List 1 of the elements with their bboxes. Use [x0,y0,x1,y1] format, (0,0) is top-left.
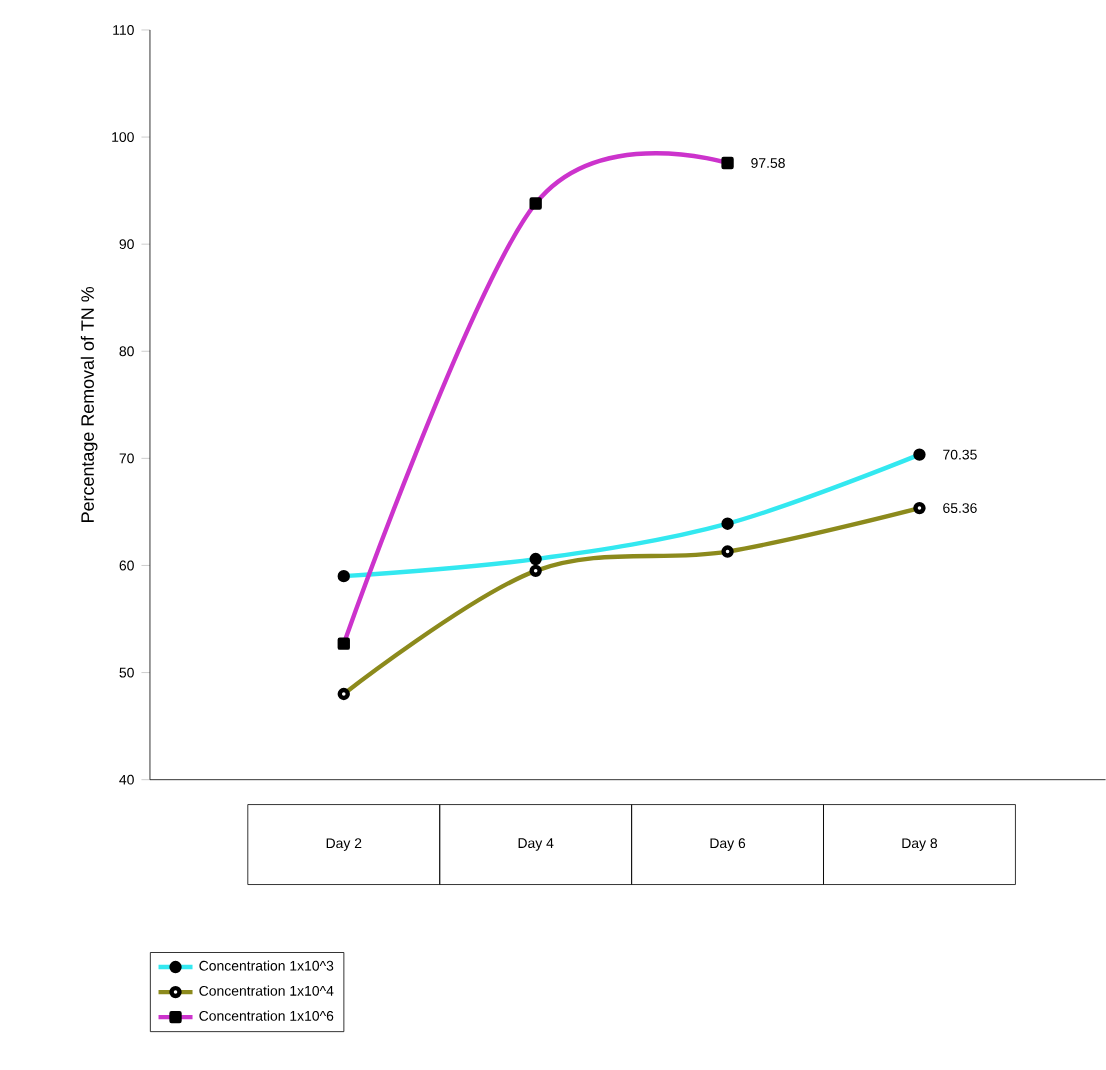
y-axis-title: Percentage Removal of TN % [80,287,98,523]
